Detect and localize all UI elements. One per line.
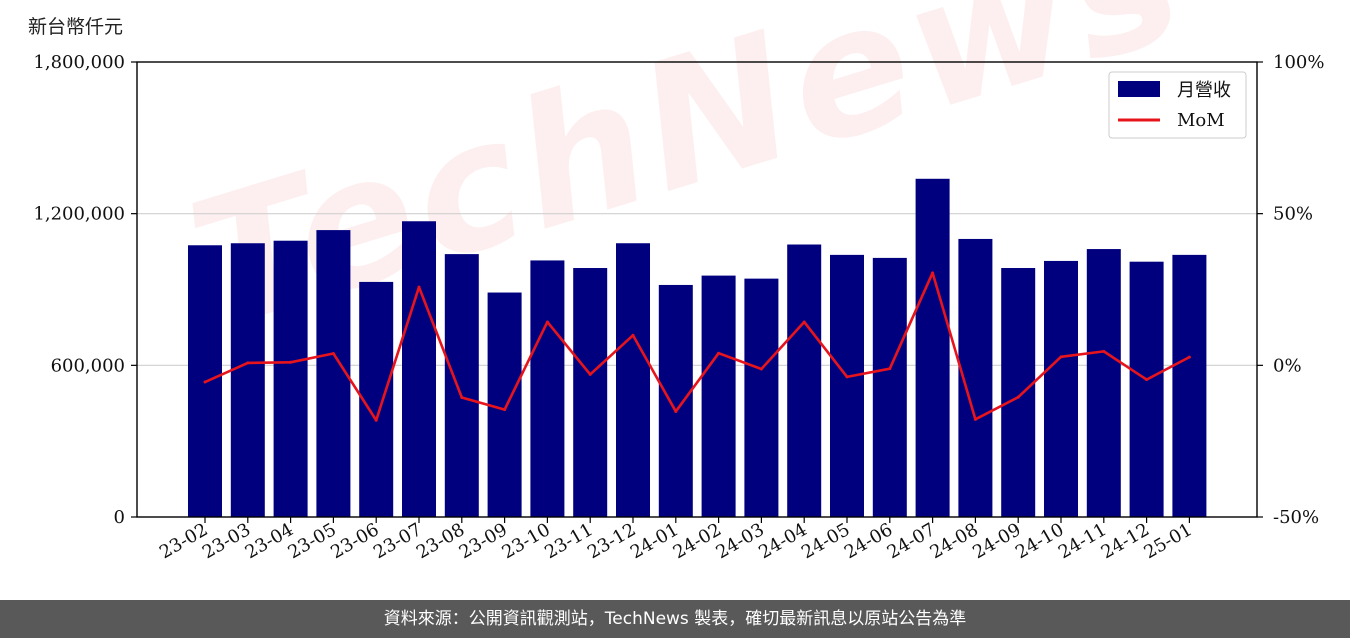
mom-point [503, 408, 507, 412]
y-left-tick-label: 1,200,000 [33, 204, 125, 225]
revenue-bar [530, 260, 565, 517]
revenue-bar [444, 254, 479, 517]
x-tick-label: 23-06 [327, 519, 382, 563]
revenue-chart: 0 600,000 1,200,000 1,800,000 -50% 0% 50% 100% 2… [33, 52, 1324, 563]
revenue-bar [1172, 254, 1207, 517]
x-tick-label: 24-03 [712, 519, 767, 563]
mom-point [631, 333, 635, 337]
mom-point [717, 351, 721, 355]
y-left-tick-label: 600,000 [51, 355, 125, 376]
revenue-bar [915, 178, 950, 518]
y-right-tick-label: 100% [1273, 52, 1324, 73]
x-tick-label: 24-02 [670, 519, 725, 563]
legend-label-revenue: 月營收 [1177, 80, 1231, 101]
revenue-bar [744, 278, 779, 517]
revenue-bar [273, 240, 308, 518]
revenue-bar [402, 221, 436, 517]
y-right-tick-label: 0% [1273, 355, 1302, 376]
mom-point [289, 360, 293, 364]
x-tick-label: 24-11 [1055, 519, 1110, 563]
mom-point [888, 367, 892, 371]
mom-point [1102, 349, 1106, 353]
revenue-bar [359, 281, 394, 517]
mom-point [460, 395, 464, 399]
x-tick-label: 23-11 [541, 519, 596, 563]
mom-point [374, 418, 378, 422]
source-footer: 資料來源：公開資訊觀測站，TechNews 製表，確切最新訊息以原站公告為準 [0, 600, 1350, 638]
x-tick-label: 24-09 [969, 519, 1024, 563]
mom-point [331, 352, 335, 356]
x-tick-label: 23-03 [199, 519, 254, 563]
x-tick-label: 24-05 [798, 519, 853, 563]
plot-frame [136, 61, 1258, 518]
mom-line [204, 271, 1191, 422]
x-tick-label: 24-04 [755, 519, 810, 563]
y-right-tick-label: -50% [1273, 507, 1319, 528]
mom-line-series [203, 271, 1191, 422]
mom-point [674, 409, 678, 413]
x-tick-label: 23-09 [456, 519, 511, 563]
revenue-bar [573, 268, 608, 517]
legend: 月營收 MoM [1108, 71, 1247, 139]
revenue-bar [701, 275, 736, 517]
mom-point [203, 380, 207, 384]
revenue-bar [1086, 249, 1121, 518]
x-tick-label: 24-01 [627, 519, 682, 563]
y-left-tick-label: 0 [114, 507, 125, 528]
y-right-tick-label: 50% [1273, 204, 1313, 225]
x-tick-label: 23-04 [242, 519, 297, 563]
mom-point [246, 361, 250, 365]
x-tick-label: 23-05 [284, 519, 339, 563]
mom-point [1145, 378, 1149, 382]
legend-swatch-revenue [1118, 81, 1160, 97]
revenue-bar [487, 292, 522, 517]
revenue-bar [1044, 260, 1078, 517]
x-tick-label: 23-10 [498, 519, 553, 563]
revenue-bar [830, 254, 864, 517]
mom-point [1187, 355, 1191, 359]
x-tick-label: 23-08 [413, 519, 468, 563]
x-tick-label: 23-12 [584, 519, 639, 563]
mom-point [802, 320, 806, 324]
x-tick-label: 24-06 [841, 519, 896, 563]
x-tick-label: 23-02 [156, 519, 211, 563]
y-left-tick-label: 1,800,000 [33, 52, 125, 73]
x-tick-label: 23-07 [370, 519, 425, 563]
mom-point [1016, 395, 1020, 399]
revenue-bar [616, 243, 650, 517]
mom-point [931, 271, 935, 275]
legend-label-mom: MoM [1177, 110, 1225, 131]
revenue-bars [188, 178, 1207, 518]
revenue-bar [1001, 268, 1036, 517]
revenue-bar [658, 284, 693, 517]
revenue-bar [230, 243, 265, 517]
revenue-bar [1129, 261, 1164, 517]
x-tick-label: 24-08 [926, 519, 981, 563]
revenue-bar [872, 257, 907, 517]
revenue-bar [787, 244, 822, 517]
x-tick-label: 24-07 [884, 519, 939, 563]
x-tick-label: 25-01 [1140, 519, 1195, 563]
y-axis-unit-label: 新台幣仟元 [28, 16, 124, 38]
mom-point [1059, 355, 1063, 359]
x-tick-label: 24-12 [1098, 519, 1153, 563]
mom-point [759, 367, 763, 371]
mom-point [545, 320, 549, 324]
mom-point [417, 285, 421, 289]
mom-point [845, 375, 849, 379]
mom-point [588, 372, 592, 376]
x-tick-label: 24-10 [1012, 519, 1067, 563]
mom-point [973, 417, 977, 421]
